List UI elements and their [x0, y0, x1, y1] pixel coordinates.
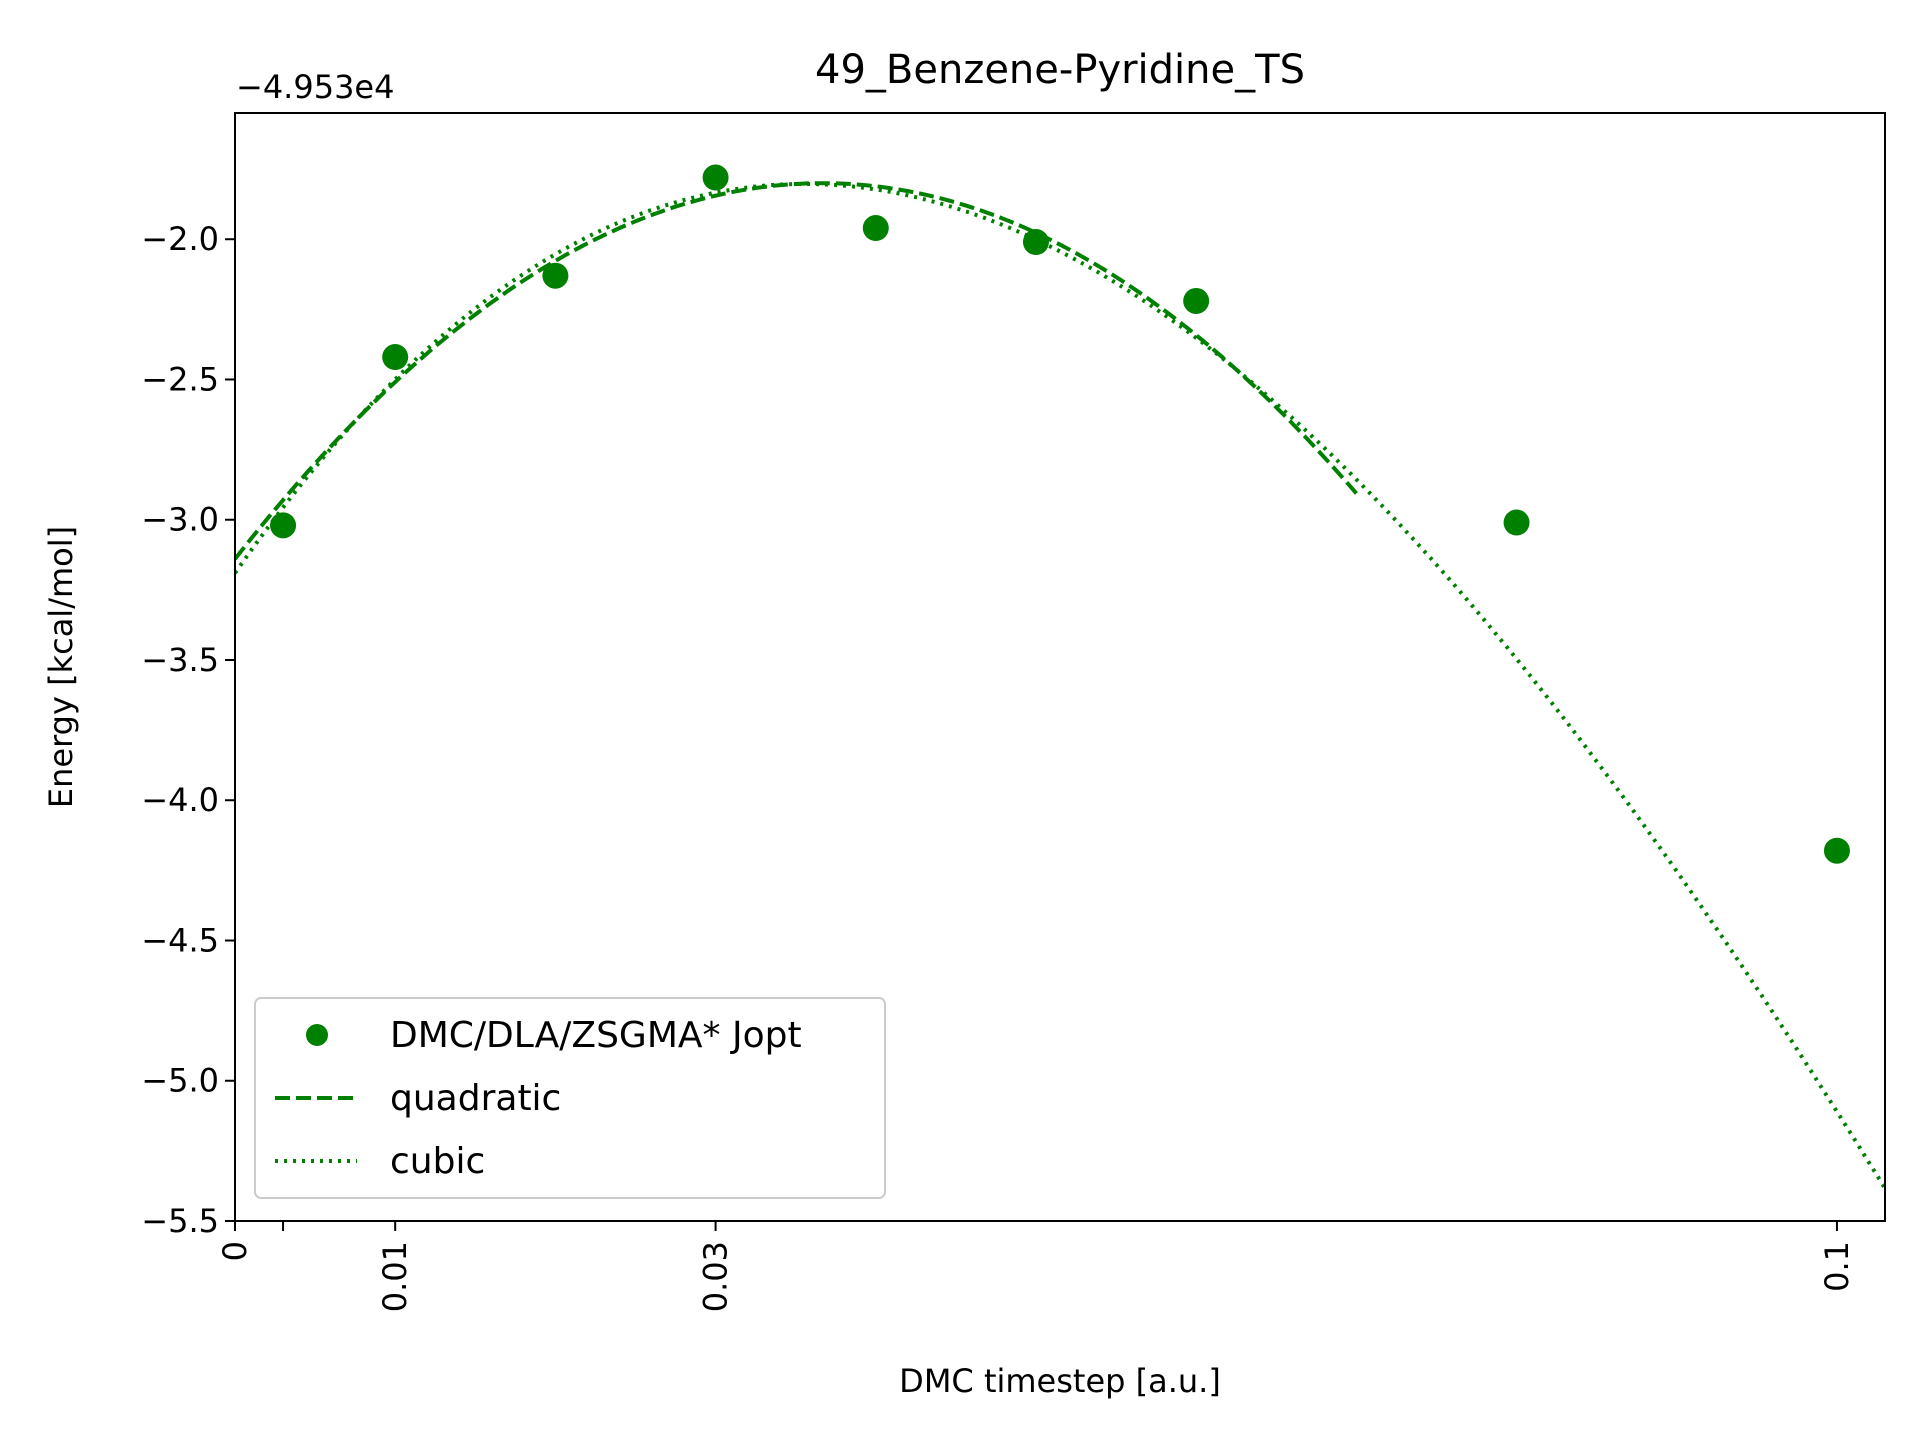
x-axis-ticks: 0 0.01 0.03 0.1	[216, 1221, 1856, 1312]
legend-label-quadratic: quadratic	[390, 1078, 561, 1119]
y-tick-label: −3.0	[141, 501, 219, 539]
x-tick-label: 0.1	[1818, 1241, 1856, 1292]
y-tick-label: −5.5	[141, 1202, 219, 1240]
data-point	[382, 344, 409, 371]
legend-label-cubic: cubic	[390, 1141, 485, 1182]
plot-frame	[234, 112, 1886, 1222]
fit-line-quadratic	[235, 181, 1358, 561]
data-point	[1503, 509, 1530, 536]
y-axis-label: Energy [kcal/mol]	[42, 526, 80, 808]
x-tick-label: 0.03	[697, 1241, 735, 1312]
data-point	[542, 262, 569, 289]
y-tick-label: −2.5	[141, 360, 219, 398]
series-layer	[235, 164, 1885, 1190]
x-axis-label: DMC timestep [a.u.]	[899, 1362, 1221, 1400]
plot-area	[235, 164, 1885, 1190]
legend: DMC/DLA/ZSGMA* Jopt quadratic cubic	[254, 997, 886, 1199]
y-tick-label: −3.5	[141, 641, 219, 679]
data-point	[270, 512, 297, 539]
y-offset-label: −4.953e4	[236, 68, 394, 106]
y-tick-label: −4.0	[141, 781, 219, 819]
chart-title: 49_Benzene-Pyridine_TS	[815, 47, 1305, 93]
y-tick-label: −2.0	[141, 220, 219, 258]
y-tick-label: −4.5	[141, 921, 219, 959]
y-axis-ticks: −2.0 −2.5 −3.0 −3.5 −4.0 −4.5 −5.0 −5.5	[141, 220, 235, 1240]
data-point	[1823, 837, 1850, 864]
data-point	[1183, 287, 1210, 314]
data-point	[702, 164, 729, 191]
x-tick-label: 0.01	[376, 1241, 414, 1312]
y-tick-label: −5.0	[141, 1062, 219, 1100]
data-point	[1022, 229, 1049, 256]
data-point	[862, 215, 889, 242]
x-tick-label: 0	[216, 1241, 254, 1261]
legend-label-points: DMC/DLA/ZSGMA* Jopt	[390, 1015, 802, 1056]
legend-marker-points	[306, 1024, 328, 1046]
legend-box	[254, 997, 886, 1199]
